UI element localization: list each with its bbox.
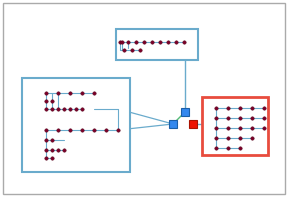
- Bar: [181, 108, 189, 116]
- Bar: [169, 120, 177, 128]
- Bar: [189, 120, 197, 128]
- Bar: [116, 29, 198, 60]
- Bar: [202, 97, 268, 155]
- Bar: [22, 78, 130, 172]
